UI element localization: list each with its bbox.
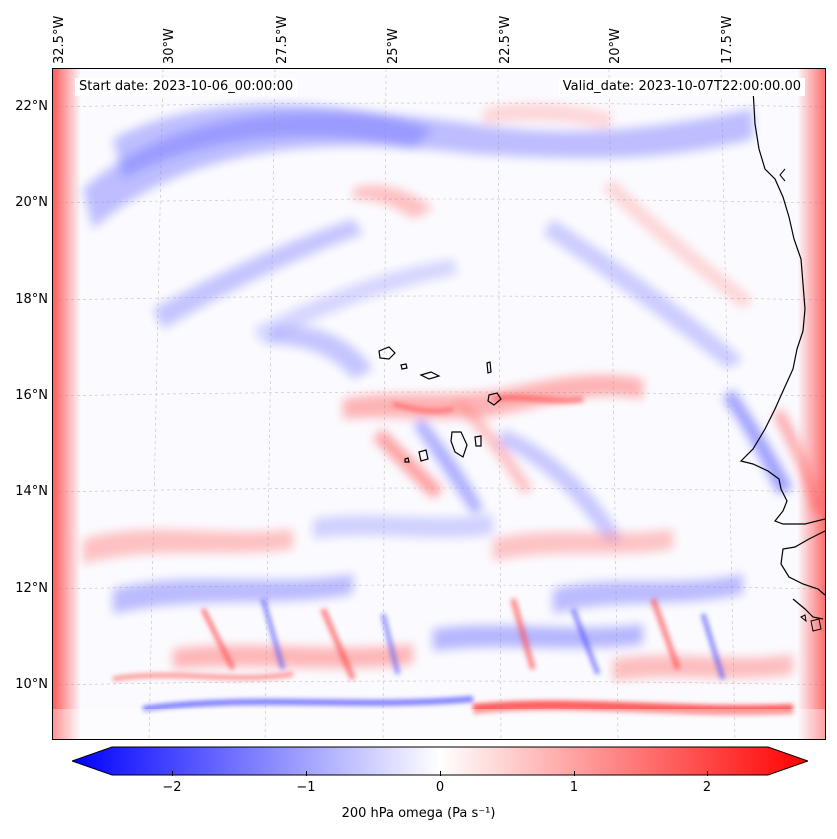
cb-tick-0: 0 <box>435 780 445 795</box>
island-brava <box>404 457 410 463</box>
start-date-label: Start date: 2023-10-06_00:00:00 <box>75 78 298 96</box>
island-fogo <box>418 449 429 462</box>
cb-tick-neg2: −2 <box>162 780 182 795</box>
cb-tick-mark-neg2 <box>172 771 173 776</box>
lon-label-27-5w: 27.5°W <box>275 15 290 64</box>
lon-label-20w: 20°W <box>608 28 623 64</box>
island-sal <box>486 361 492 374</box>
cb-tick-neg1: −1 <box>296 780 316 795</box>
cb-tick-2: 2 <box>702 780 712 795</box>
lon-label-22-5w: 22.5°W <box>498 15 513 64</box>
cape-verde-islands <box>378 346 502 463</box>
cb-tick-mark-1 <box>574 771 575 776</box>
omega-streaks <box>112 394 794 716</box>
cb-tick-mark-2 <box>707 771 708 776</box>
island-santiago <box>450 431 468 458</box>
island-boa-vista <box>487 392 502 406</box>
lat-label-18n: 18°N <box>15 292 48 307</box>
west-edge-band <box>53 69 81 739</box>
west-africa-coastline <box>739 88 825 620</box>
island-santo-antao <box>378 346 396 360</box>
east-edge-band <box>797 69 825 739</box>
lat-label-22n: 22°N <box>15 99 48 114</box>
cb-tick-1: 1 <box>569 780 579 795</box>
cb-tick-mark-neg1 <box>306 771 307 776</box>
valid-date-label: Valid_date: 2023-10-07T22:00:00.00 <box>558 78 805 96</box>
lat-label-14n: 14°N <box>15 484 48 499</box>
cb-tick-mark-0 <box>440 771 441 776</box>
lon-label-17-5w: 17.5°W <box>720 15 735 64</box>
colorbar-label: 200 hPa omega (Pa s⁻¹) <box>341 806 496 821</box>
island-maio <box>474 435 482 447</box>
lat-label-12n: 12°N <box>15 581 48 596</box>
omega-map: Start date: 2023-10-06_00:00:00 Valid_da… <box>52 68 826 740</box>
island-sao-nicolau <box>419 371 441 380</box>
lat-label-20n: 20°N <box>15 195 48 210</box>
cape-verde-peninsula <box>779 168 786 182</box>
lon-label-30w: 30°W <box>162 28 177 64</box>
lon-label-32-5w: 32.5°W <box>52 15 67 64</box>
lat-label-10n: 10°N <box>15 677 48 692</box>
lat-label-16n: 16°N <box>15 388 48 403</box>
omega-field <box>83 103 823 681</box>
island-sao-vicente <box>400 363 408 370</box>
bissagos-islands <box>800 614 822 632</box>
lon-label-25w: 25°W <box>386 28 401 64</box>
graticule <box>53 69 825 739</box>
omega-field-svg <box>53 69 825 739</box>
